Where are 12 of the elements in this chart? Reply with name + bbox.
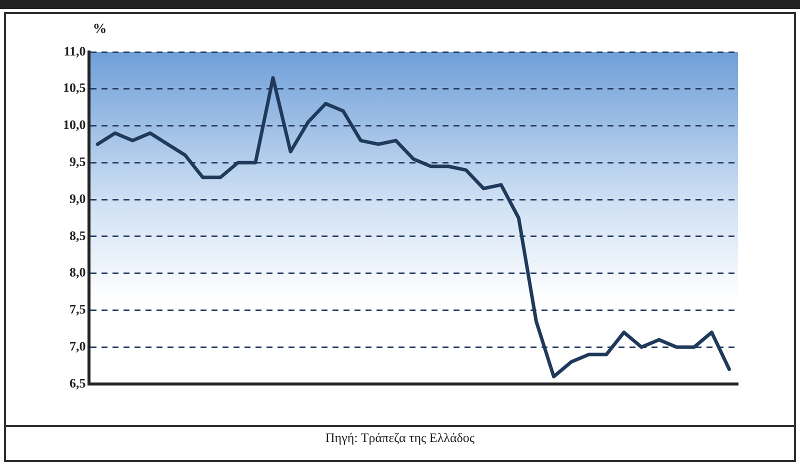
y-tick-label: 6,5 [70, 375, 86, 390]
y-tick-label: 7,0 [70, 338, 86, 354]
y-tick-label: 9,0 [70, 190, 86, 206]
y-tick-label: 8,5 [70, 228, 86, 243]
y-tick-label: 9,5 [70, 154, 86, 170]
y-tick-label: 7,5 [70, 302, 86, 317]
y-tick-label: 11,0 [64, 43, 86, 58]
y-tick-label: 10,0 [63, 117, 86, 132]
y-axis-title: % [92, 22, 107, 38]
y-tick-label: 10,5 [63, 80, 86, 96]
y-tick-label: 8,0 [70, 264, 86, 280]
text: Πηγή: Τράπεζα της Ελλάδος [324, 430, 476, 446]
